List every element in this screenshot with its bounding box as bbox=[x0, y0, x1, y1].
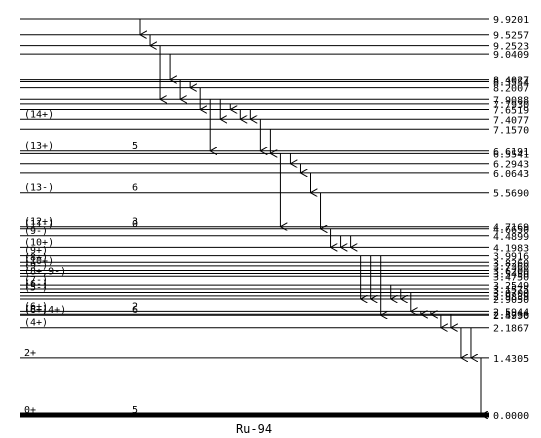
level-spin-label: (11-) bbox=[24, 219, 54, 230]
level-spin-label: (13-) bbox=[24, 183, 54, 194]
level-energy-label: 3.9916 bbox=[493, 252, 529, 263]
level-energy-label: 1.4305 bbox=[493, 354, 529, 365]
level-multiplicity-label: 5 bbox=[132, 141, 138, 152]
level-spin-label: (8+) bbox=[24, 252, 48, 263]
level-energy-label: 9.0409 bbox=[493, 50, 529, 61]
level-spin-label: (9+) bbox=[24, 246, 48, 257]
level-energy-label: 2.5236 bbox=[493, 310, 529, 321]
level-spin-label: (13+) bbox=[24, 141, 54, 152]
level-spin-label: (14+) bbox=[24, 109, 54, 120]
level-energy-label: 7.9088 bbox=[493, 95, 529, 106]
level-spin-label: (5-) bbox=[24, 282, 48, 293]
level-energy-label: 9.2523 bbox=[493, 42, 529, 53]
level-multiplicity-label: 6 bbox=[132, 305, 138, 316]
energy-levels: 0.0000 0+ 5 1.4305 2+ 2.1867 (4+) 2.4990 (6+,4+)… bbox=[20, 15, 529, 422]
level-energy-label: 4.7169 bbox=[493, 223, 529, 234]
gamma-transitions bbox=[140, 19, 481, 415]
level-energy-label: 2.4990 bbox=[493, 311, 529, 322]
level-energy-label: 3.0700 bbox=[493, 288, 529, 299]
level-spin-label: (4+) bbox=[24, 318, 48, 329]
level-energy-label: 2.5944 bbox=[493, 307, 529, 318]
level-energy-label: 7.6519 bbox=[493, 106, 529, 117]
level-energy-label: 6.2943 bbox=[493, 160, 529, 171]
level-energy-label: 7.7930 bbox=[493, 100, 529, 111]
level-energy-label: 6.6191 bbox=[493, 147, 529, 158]
level-energy-label: 7.1570 bbox=[493, 125, 529, 136]
level-energy-label: 8.4027 bbox=[493, 76, 529, 87]
level-multiplicity-label: 0 bbox=[132, 219, 138, 230]
level-energy-label: 6.5541 bbox=[493, 149, 529, 160]
level-multiplicity-label: 6 bbox=[132, 183, 138, 194]
level-energy-label: 9.9201 bbox=[493, 15, 529, 26]
level-energy-label: 3.1575 bbox=[493, 285, 529, 296]
level-energy-label: 4.6650 bbox=[493, 225, 529, 236]
level-spin-label: (6-) bbox=[24, 279, 48, 290]
level-spin-label: (10+) bbox=[24, 256, 54, 267]
level-energy-label: 9.5257 bbox=[493, 31, 529, 42]
level-energy-label: 3.2549 bbox=[493, 281, 529, 292]
level-energy-label: 0.0000 bbox=[493, 411, 529, 422]
level-energy-label: 6.0643 bbox=[493, 169, 529, 180]
level-energy-label: 3.5450 bbox=[493, 269, 529, 280]
level-energy-label: 7.4077 bbox=[493, 115, 529, 126]
level-energy-label: 8.3554 bbox=[493, 77, 529, 88]
level-spin-label: (6+,4+) bbox=[24, 305, 66, 316]
level-spin-label: (6+) bbox=[24, 301, 48, 312]
level-energy-label: 2.9839 bbox=[493, 292, 529, 303]
level-multiplicity-label: 2 bbox=[132, 301, 138, 312]
level-spin-label: (10+) bbox=[24, 237, 54, 248]
level-energy-label: 3.6200 bbox=[493, 266, 529, 277]
level-energy-label: 2.9050 bbox=[493, 295, 529, 306]
level-spin-label: (7-) bbox=[24, 275, 48, 286]
level-spin-label: 0+ bbox=[24, 405, 36, 416]
level-energy-label: 3.8260 bbox=[493, 258, 529, 269]
level-multiplicity-label: 5 bbox=[132, 405, 138, 416]
level-energy-label: 8.2007 bbox=[493, 84, 529, 95]
level-spin-label: (8+,9-) bbox=[24, 266, 66, 277]
level-spin-label: (8+) bbox=[24, 304, 48, 315]
level-energy-label: 3.4750 bbox=[493, 272, 529, 283]
level-spin-label: (9-) bbox=[24, 226, 48, 237]
level-energy-label: 3.7360 bbox=[493, 262, 529, 273]
level-multiplicity-label: 3 bbox=[132, 217, 138, 228]
nucleus-label: Ru-94 bbox=[236, 422, 272, 436]
level-energy-label: 2.1867 bbox=[493, 324, 529, 335]
level-spin-label: (12+) bbox=[24, 217, 54, 228]
level-energy-label: 4.1983 bbox=[493, 243, 529, 254]
level-spin-label: 2+ bbox=[24, 348, 36, 359]
level-energy-label: 5.5690 bbox=[493, 189, 529, 200]
level-energy-label: 4.4899 bbox=[493, 232, 529, 243]
